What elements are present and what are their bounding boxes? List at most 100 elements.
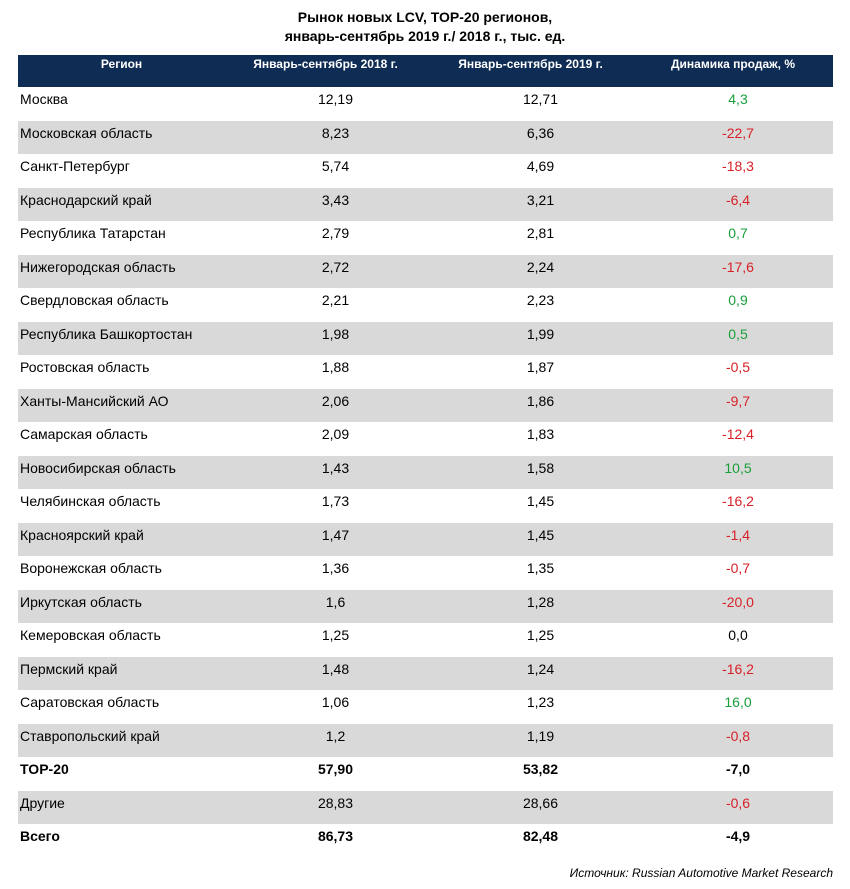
cell-region: Другие xyxy=(20,794,65,811)
table-row: Нижегородская область 2,72 2,24 -17,6 xyxy=(18,254,833,288)
cell-dynamics: -17,6 xyxy=(722,258,754,275)
cell-dynamics: 0,5 xyxy=(728,325,748,342)
cell-region: Самарская область xyxy=(20,426,148,443)
cell-region: Московская область xyxy=(20,124,153,141)
header-dynamics: Динамика продаж, % xyxy=(670,57,795,71)
cell-dynamics: -0,5 xyxy=(725,359,751,376)
cell-2018: 2,79 xyxy=(321,225,350,242)
cell-region: Воронежская область xyxy=(20,560,162,577)
cell-dynamics: 10,5 xyxy=(724,459,752,476)
table-header: Регион Январь-сентябрь 2018 г. Январь-се… xyxy=(18,55,833,87)
table-row: Московская область 8,23 6,36 -22,7 xyxy=(18,120,833,154)
cell-2018: 1,98 xyxy=(321,325,350,342)
cell-dynamics: -18,3 xyxy=(722,158,754,175)
cell-region: Новосибирская область xyxy=(20,459,176,476)
cell-2018: 2,06 xyxy=(321,392,350,409)
cell-region: TOP-20 xyxy=(20,761,69,778)
cell-region: Саратовская область xyxy=(20,694,160,711)
cell-2018: 2,21 xyxy=(321,292,350,309)
cell-dynamics: -0,7 xyxy=(725,560,751,577)
cell-region: Ханты-Мансийский АО xyxy=(20,392,169,409)
cell-region: Республика Татарстан xyxy=(20,225,166,242)
cell-region: Свердловская область xyxy=(20,292,169,309)
cell-region: Челябинская область xyxy=(20,493,161,510)
table-row: Другие 28,83 28,66 -0,6 xyxy=(18,790,833,824)
cell-region: Краснодарский край xyxy=(20,191,152,208)
table-row: Красноярский край 1,47 1,45 -1,4 xyxy=(18,522,833,556)
cell-dynamics: -16,2 xyxy=(722,493,754,510)
table-row: Москва 12,19 12,71 4,3 xyxy=(18,87,833,121)
cell-2018: 1,06 xyxy=(321,694,350,711)
table-row: Челябинская область 1,73 1,45 -16,2 xyxy=(18,489,833,523)
table-row: Воронежская область 1,36 1,35 -0,7 xyxy=(18,556,833,590)
cell-dynamics: -0,8 xyxy=(725,727,751,744)
table-row: Ставропольский край 1,2 1,19 -0,8 xyxy=(18,723,833,757)
cell-region: Иркутская область xyxy=(20,593,142,610)
cell-2018: 1,36 xyxy=(321,560,350,577)
cell-2019: 3,21 xyxy=(526,191,555,208)
table-row: Республика Татарстан 2,79 2,81 0,7 xyxy=(18,221,833,255)
cell-2019: 1,23 xyxy=(526,694,555,711)
cell-2019: 82,48 xyxy=(522,828,559,845)
table-row: Ханты-Мансийский АО 2,06 1,86 -9,7 xyxy=(18,388,833,422)
table-row: Иркутская область 1,6 1,28 -20,0 xyxy=(18,589,833,623)
cell-2018: 1,73 xyxy=(321,493,350,510)
cell-2019: 1,83 xyxy=(526,426,555,443)
cell-dynamics: -16,2 xyxy=(722,660,754,677)
cell-dynamics: 0,7 xyxy=(728,225,748,242)
chart-title: Рынок новых LCV, TOP-20 регионов, январь… xyxy=(0,8,850,46)
cell-region: Всего xyxy=(20,828,60,845)
cell-2019: 1,45 xyxy=(526,493,555,510)
cell-dynamics: -0,6 xyxy=(725,794,751,811)
cell-2018: 28,83 xyxy=(317,794,354,811)
cell-2019: 2,24 xyxy=(526,258,555,275)
cell-2019: 1,58 xyxy=(526,459,555,476)
cell-2018: 1,6 xyxy=(325,593,346,610)
cell-2019: 2,81 xyxy=(526,225,555,242)
cell-2018: 1,88 xyxy=(321,359,350,376)
cell-2018: 1,43 xyxy=(321,459,350,476)
cell-2018: 5,74 xyxy=(321,158,350,175)
cell-2019: 6,36 xyxy=(526,124,555,141)
data-table: Регион Январь-сентябрь 2018 г. Январь-се… xyxy=(18,55,833,858)
cell-2019: 12,71 xyxy=(522,91,559,108)
table-body: Москва 12,19 12,71 4,3 Московская область 8,2… xyxy=(18,87,833,858)
header-2019: Январь-сентябрь 2019 г. xyxy=(458,57,603,71)
cell-region: Санкт-Петербург xyxy=(20,158,130,175)
cell-2019: 1,19 xyxy=(526,727,555,744)
cell-2019: 1,28 xyxy=(526,593,555,610)
cell-2018: 1,25 xyxy=(321,627,350,644)
cell-dynamics: -12,4 xyxy=(722,426,754,443)
table-row: Республика Башкортостан 1,98 1,99 0,5 xyxy=(18,321,833,355)
cell-dynamics: -1,4 xyxy=(725,526,751,543)
cell-dynamics: -9,7 xyxy=(725,392,751,409)
source-note: Источник: Russian Automotive Market Rese… xyxy=(569,866,833,880)
cell-2018: 1,48 xyxy=(321,660,350,677)
table-row: Санкт-Петербург 5,74 4,69 -18,3 xyxy=(18,154,833,188)
cell-2019: 1,99 xyxy=(526,325,555,342)
cell-2018: 2,09 xyxy=(321,426,350,443)
cell-dynamics: 0,0 xyxy=(728,627,748,644)
cell-2019: 1,86 xyxy=(526,392,555,409)
cell-2019: 1,45 xyxy=(526,526,555,543)
cell-region: Ставропольский край xyxy=(20,727,160,744)
table-row: Самарская область 2,09 1,83 -12,4 xyxy=(18,422,833,456)
cell-dynamics: -22,7 xyxy=(722,124,754,141)
cell-2018: 57,90 xyxy=(317,761,354,778)
cell-2018: 3,43 xyxy=(321,191,350,208)
cell-region: Москва xyxy=(20,91,68,108)
cell-2018: 1,2 xyxy=(325,727,346,744)
cell-dynamics: -7,0 xyxy=(725,761,751,778)
cell-dynamics: 4,3 xyxy=(728,91,748,108)
table-row: Ростовская область 1,88 1,87 -0,5 xyxy=(18,355,833,389)
cell-region: Красноярский край xyxy=(20,526,144,543)
cell-dynamics: 0,9 xyxy=(728,292,748,309)
table-row: Всего 86,73 82,48 -4,9 xyxy=(18,824,833,858)
table-row: Кемеровская область 1,25 1,25 0,0 xyxy=(18,623,833,657)
cell-region: Кемеровская область xyxy=(20,627,161,644)
cell-region: Республика Башкортостан xyxy=(20,325,193,342)
cell-region: Нижегородская область xyxy=(20,258,176,275)
chart-title-line-1: Рынок новых LCV, TOP-20 регионов, xyxy=(297,9,553,25)
cell-2019: 2,23 xyxy=(526,292,555,309)
table-row: Свердловская область 2,21 2,23 0,9 xyxy=(18,288,833,322)
